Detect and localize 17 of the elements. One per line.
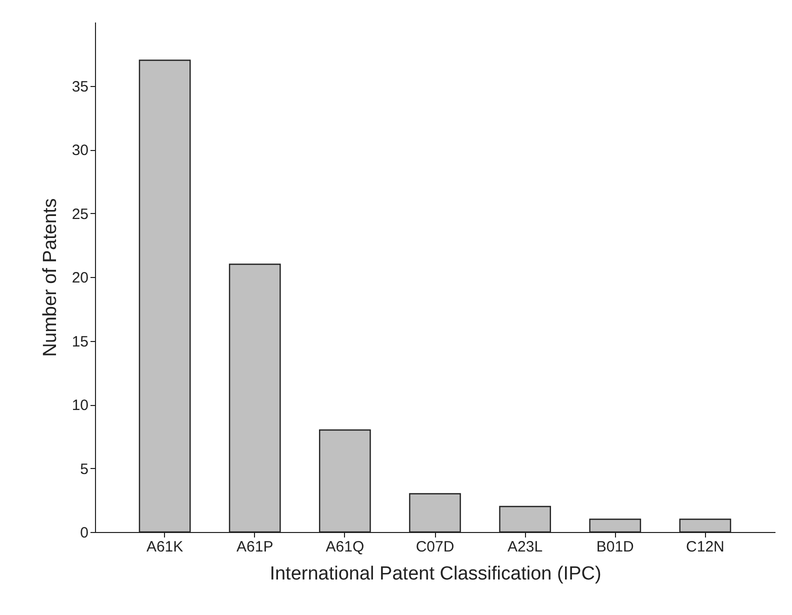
x-tick-label: A61Q [326, 538, 364, 556]
x-tick-label: C07D [416, 538, 454, 556]
y-tick-label: 0 [80, 524, 88, 542]
y-axis-title: Number of Patents [40, 198, 61, 357]
y-tick-label: 35 [72, 78, 88, 96]
x-tick-label: A61K [146, 538, 184, 556]
x-tick-label: B01D [596, 538, 634, 556]
y-tick-label: 25 [72, 206, 88, 223]
y-tick-label: 30 [72, 142, 88, 159]
x-tick-label: C12N [686, 538, 724, 556]
y-tick-label: 20 [72, 270, 88, 286]
y-tick-label: 5 [80, 460, 88, 478]
x-tick-label: A61P [236, 538, 274, 556]
y-tick-label: 15 [72, 333, 88, 350]
x-axis-title: International Patent Classification (IPC) [270, 564, 602, 584]
x-tick-label: A23L [508, 538, 543, 556]
y-tick-label: 10 [72, 397, 88, 414]
